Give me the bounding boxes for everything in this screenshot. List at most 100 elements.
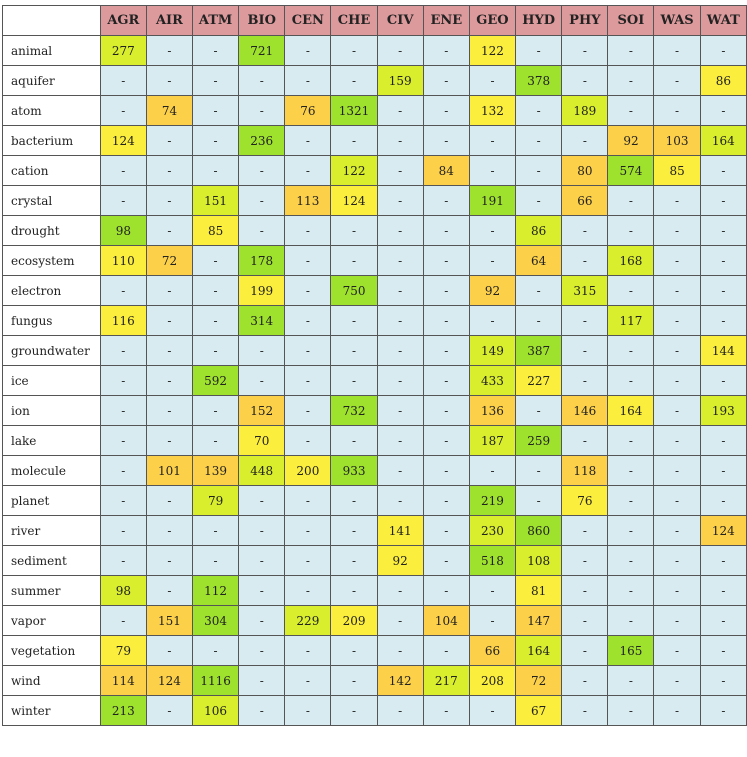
table-row: aquifer - - - - - -159- -378- - -86: [2, 65, 747, 96]
cell-sediment-civ: 92: [376, 545, 424, 576]
cell-winter-che: -: [330, 695, 378, 726]
cell-molecule-atm: 139: [191, 455, 240, 486]
cell-animal-agr: 277: [99, 35, 147, 66]
cell-ice-was: -: [653, 365, 701, 396]
cell-electron-was: -: [653, 275, 701, 306]
cell-crystal-che: 124: [330, 185, 378, 216]
cell-atom-che: 1321: [330, 95, 378, 126]
cell-aquifer-soi: -: [607, 65, 655, 96]
column-header-was: WAS: [653, 5, 701, 36]
cell-planet-phy: 76: [561, 485, 609, 516]
cell-winter-was: -: [653, 695, 701, 726]
cell-fungus-ene: -: [422, 305, 470, 336]
table-row: lake - - -70- - - -187 259- - - -: [2, 425, 747, 456]
cell-electron-phy: 315: [561, 275, 609, 306]
cell-wind-hyd: 72: [515, 665, 563, 696]
cell-river-geo: 230: [468, 515, 517, 546]
cell-drought-wat: -: [699, 215, 747, 246]
cell-fungus-hyd: -: [515, 305, 563, 336]
cell-atom-bio: -: [238, 95, 286, 126]
cell-wind-was: -: [653, 665, 701, 696]
cell-sediment-che: -: [330, 545, 378, 576]
cell-vegetation-phy: -: [561, 635, 609, 666]
cell-drought-was: -: [653, 215, 701, 246]
cell-animal-hyd: -: [515, 35, 563, 66]
cell-atom-agr: -: [99, 95, 147, 126]
header-row: AGR AIR ATM BIO CEN CHE CIV ENE GEO HYD PHY SOI WAS W…: [2, 5, 747, 36]
cell-ion-geo: 136: [468, 395, 517, 426]
cell-sediment-geo: 518: [468, 545, 517, 576]
cell-aquifer-bio: -: [238, 65, 286, 96]
cell-groundwater-che: -: [330, 335, 378, 366]
row-label: bacterium: [2, 125, 101, 156]
cell-lake-hyd: 259: [515, 425, 563, 456]
cell-molecule-agr: -: [99, 455, 147, 486]
cell-fungus-wat: -: [699, 305, 747, 336]
cell-wind-che: -: [330, 665, 378, 696]
cell-vapor-agr: -: [99, 605, 147, 636]
cell-animal-ene: -: [422, 35, 470, 66]
cell-planet-ene: -: [422, 485, 470, 516]
cell-atom-ene: -: [422, 95, 470, 126]
cell-bacterium-bio: 236: [238, 125, 286, 156]
cell-bacterium-cen: -: [284, 125, 332, 156]
cell-atom-geo: 132: [468, 95, 517, 126]
cell-ion-hyd: -: [515, 395, 563, 426]
cell-winter-wat: -: [699, 695, 747, 726]
cell-wind-cen: -: [284, 665, 332, 696]
cell-bacterium-che: -: [330, 125, 378, 156]
cell-atom-was: -: [653, 95, 701, 126]
cell-groundwater-hyd: 387: [515, 335, 563, 366]
cell-vapor-atm: 304: [191, 605, 240, 636]
cell-crystal-ene: -: [422, 185, 470, 216]
row-label: drought: [2, 215, 101, 246]
cell-aquifer-atm: -: [191, 65, 240, 96]
cell-winter-soi: -: [607, 695, 655, 726]
row-label: planet: [2, 485, 101, 516]
cell-river-wat: 124: [699, 515, 747, 546]
cell-wind-air: 124: [145, 665, 193, 696]
cell-drought-atm: 85: [191, 215, 240, 246]
cell-wind-phy: -: [561, 665, 609, 696]
cell-winter-agr: 213: [99, 695, 147, 726]
cell-ice-bio: -: [238, 365, 286, 396]
cell-electron-wat: -: [699, 275, 747, 306]
cell-winter-phy: -: [561, 695, 609, 726]
cell-crystal-soi: -: [607, 185, 655, 216]
cell-aquifer-ene: -: [422, 65, 470, 96]
table-body: animal 277- -721- - - -122- - - - - aquifer - - - - - -1…: [2, 35, 747, 726]
cell-ice-atm: 592: [191, 365, 240, 396]
cell-summer-was: -: [653, 575, 701, 606]
table-row: summer 98-112- - - - - -81- - - -: [2, 575, 747, 606]
row-label: vapor: [2, 605, 101, 636]
cell-drought-cen: -: [284, 215, 332, 246]
cell-groundwater-soi: -: [607, 335, 655, 366]
table-row: atom -74- -76 1321- -132-189- - -: [2, 95, 747, 126]
cell-atom-hyd: -: [515, 95, 563, 126]
cell-cation-was: 85: [653, 155, 701, 186]
cell-atom-soi: -: [607, 95, 655, 126]
cell-river-air: -: [145, 515, 193, 546]
cell-molecule-phy: 118: [561, 455, 609, 486]
cell-vegetation-hyd: 164: [515, 635, 563, 666]
cell-crystal-agr: -: [99, 185, 147, 216]
cell-ecosystem-hyd: 64: [515, 245, 563, 276]
cell-ecosystem-phy: -: [561, 245, 609, 276]
cell-ion-cen: -: [284, 395, 332, 426]
cell-aquifer-che: -: [330, 65, 378, 96]
cell-ecosystem-was: -: [653, 245, 701, 276]
cell-electron-agr: -: [99, 275, 147, 306]
table-row: groundwater - - - - - - - -149 387- - -144: [2, 335, 747, 366]
cell-winter-atm: 106: [191, 695, 240, 726]
cell-crystal-air: -: [145, 185, 193, 216]
cell-crystal-atm: 151: [191, 185, 240, 216]
cell-cation-agr: -: [99, 155, 147, 186]
cell-crystal-phy: 66: [561, 185, 609, 216]
cell-sediment-soi: -: [607, 545, 655, 576]
cell-molecule-air: 101: [145, 455, 193, 486]
cell-ecosystem-agr: 110: [99, 245, 147, 276]
cell-vapor-geo: -: [468, 605, 517, 636]
cell-crystal-bio: -: [238, 185, 286, 216]
cell-summer-air: -: [145, 575, 193, 606]
cell-sediment-agr: -: [99, 545, 147, 576]
